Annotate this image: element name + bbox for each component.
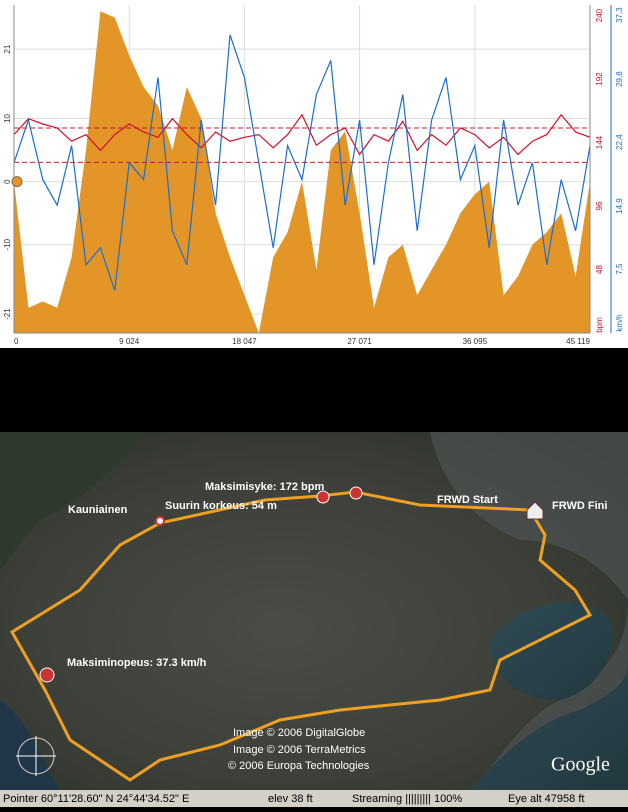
y3-tick-label: 14,9 xyxy=(615,198,624,214)
bay xyxy=(490,602,613,700)
marker[interactable] xyxy=(349,486,363,500)
map-label: Kauniainen xyxy=(68,504,128,516)
compass[interactable] xyxy=(16,736,56,776)
status-eye: Eye alt 47958 ft xyxy=(508,793,584,805)
credit: Image © 2006 DigitalGlobe xyxy=(233,727,365,739)
y2-tick-label: 192 xyxy=(595,72,604,86)
status-bar xyxy=(0,790,628,807)
credit: Image © 2006 TerraMetrics xyxy=(233,744,366,756)
speed-marker[interactable] xyxy=(39,667,55,683)
x-tick-label: 27 071 xyxy=(347,337,372,346)
lake xyxy=(0,700,60,790)
position-slider[interactable] xyxy=(11,176,23,188)
x-tick-label: 9 024 xyxy=(119,337,140,346)
hr-line xyxy=(13,113,591,156)
y2-tick-label: 144 xyxy=(595,135,604,149)
separator xyxy=(0,348,628,432)
altitude-marker[interactable] xyxy=(155,516,165,526)
sea xyxy=(470,660,628,790)
map-label: Maksimisyke: 172 bpm xyxy=(205,481,324,493)
forest xyxy=(0,432,140,570)
credit: © 2006 Europa Technologies xyxy=(228,760,370,772)
map-label: FRWD Fini xyxy=(552,500,607,512)
map[interactable]: Maksimisyke: 172 bpm Suurin korkeus: 54 … xyxy=(0,432,628,790)
y3-tick-label: 37,3 xyxy=(615,7,624,23)
y2-tick-label: 240 xyxy=(595,8,604,22)
x-tick-label: 0 xyxy=(14,337,19,346)
chart: 0 9 024 18 047 27 071 36 095 45 119 -21 -10 0 10 2… xyxy=(3,5,624,346)
map-label: FRWD Start xyxy=(437,494,498,506)
status-elev: elev 38 ft xyxy=(268,793,313,805)
urban-area xyxy=(430,432,628,790)
y-tick-label: 0 xyxy=(3,179,12,184)
x-tick-label: 45 119 xyxy=(566,337,590,346)
route xyxy=(9,490,593,782)
y3-tick-label: 22,4 xyxy=(615,134,624,150)
y3-tick-label: 7,5 xyxy=(615,263,624,275)
map-label: Suurin korkeus: 54 m xyxy=(165,500,277,512)
hr-marker[interactable] xyxy=(316,490,330,504)
y2-tick-label: 96 xyxy=(595,201,604,210)
y-tick-label: -21 xyxy=(3,308,12,320)
y-tick-label: 10 xyxy=(3,114,12,123)
altitude-area xyxy=(14,11,590,334)
status-pointer: Pointer 60°11'28.60" N 24°44'34.52" E xyxy=(3,793,189,805)
y3-tick-label: 29,8 xyxy=(615,71,624,87)
y3-axis-label: km/h xyxy=(615,314,624,331)
y-tick-label: -10 xyxy=(3,238,12,250)
status-streaming: Streaming ||||||||| 100% xyxy=(352,793,462,805)
x-tick-label: 36 095 xyxy=(463,337,488,346)
brand: Google xyxy=(551,754,610,776)
finish-icon[interactable] xyxy=(526,501,544,520)
x-tick-label: 18 047 xyxy=(232,337,257,346)
y2-axis-label: bpm xyxy=(595,317,604,333)
map-label: Maksiminopeus: 37.3 km/h xyxy=(67,657,207,669)
speed-line xyxy=(13,34,591,291)
y2-tick-label: 48 xyxy=(595,265,604,274)
y-tick-label: 21 xyxy=(3,44,12,53)
